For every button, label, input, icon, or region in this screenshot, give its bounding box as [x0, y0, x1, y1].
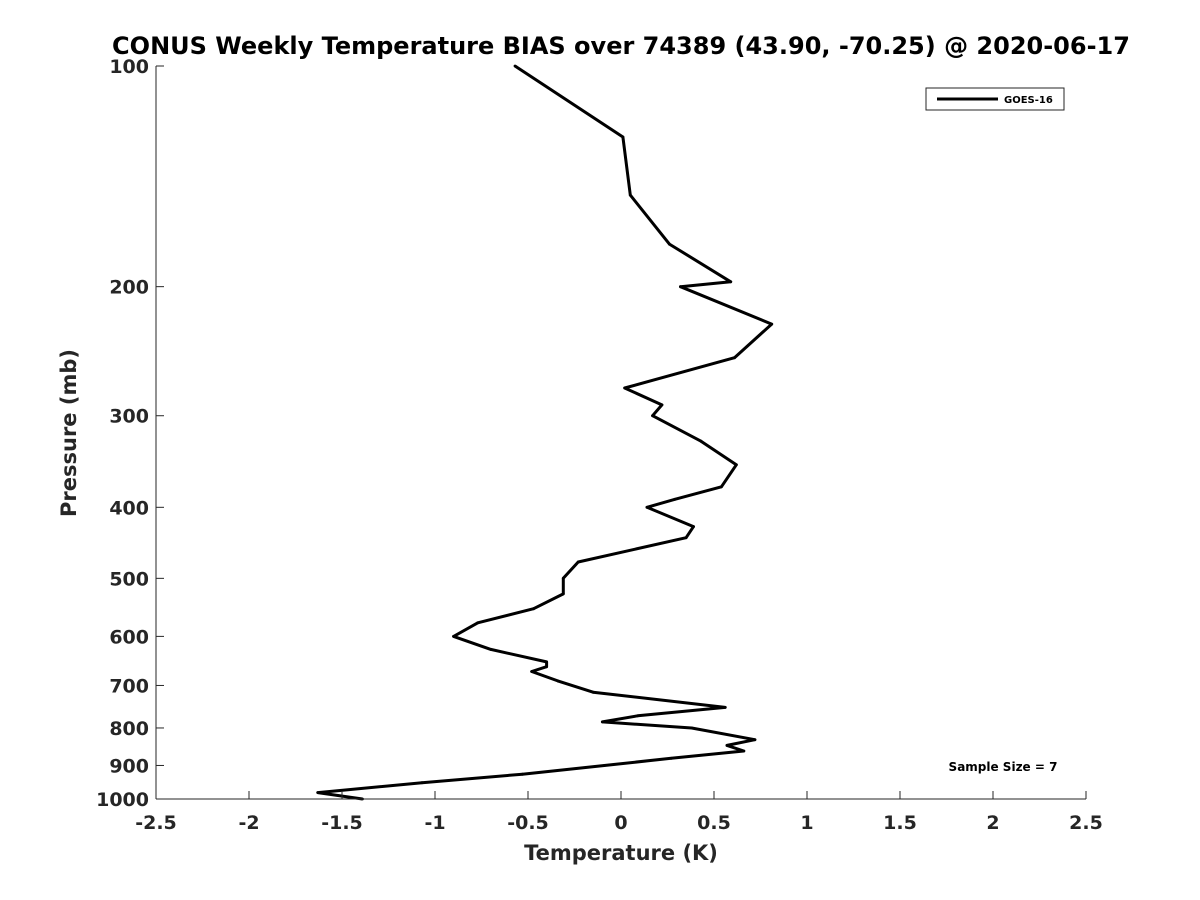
data-point	[742, 749, 746, 753]
y-tick-label: 600	[109, 626, 149, 648]
data-point	[628, 193, 632, 197]
x-axis-label: Temperature (K)	[524, 841, 718, 865]
data-point	[602, 764, 606, 767]
data-point	[636, 714, 640, 718]
series-line-goes-16	[316, 64, 774, 801]
data-point	[733, 356, 736, 360]
data-point	[725, 744, 729, 747]
y-tick-label: 200	[109, 277, 149, 299]
data-point	[723, 706, 727, 709]
legend: GOES-16	[925, 87, 1065, 111]
data-point	[489, 648, 493, 651]
data-point	[545, 665, 548, 669]
x-tick-label: 0	[614, 812, 627, 834]
y-tick-label: 700	[109, 675, 149, 697]
y-axis-label: Pressure (mb)	[57, 349, 81, 517]
x-tick-label: -1	[424, 812, 445, 834]
data-point	[532, 607, 535, 611]
x-tick-label: 2	[986, 812, 999, 834]
data-point	[668, 242, 671, 246]
data-point	[521, 772, 524, 776]
data-point	[576, 560, 580, 564]
data-point	[673, 497, 677, 501]
x-tick-label: 0.5	[697, 812, 731, 834]
data-point	[601, 720, 604, 724]
data-point	[692, 525, 695, 528]
data-point	[720, 485, 723, 489]
data-point	[690, 726, 694, 730]
data-point	[734, 463, 738, 467]
data-point	[420, 781, 424, 785]
data-point	[684, 536, 688, 540]
data-point	[660, 403, 664, 407]
x-tick-label: 2.5	[1069, 812, 1103, 834]
y-tick-label: 300	[109, 406, 149, 428]
y-tick-label: 400	[109, 497, 149, 519]
data-point	[770, 322, 774, 326]
x-tick-label: -1.5	[321, 812, 363, 834]
x-tick-label: 1.5	[883, 812, 917, 834]
sample-size-annotation: Sample Size = 7	[949, 760, 1058, 774]
data-point	[753, 738, 757, 742]
data-point	[556, 679, 560, 683]
y-tick-label: 1000	[96, 789, 149, 811]
data-point	[679, 285, 682, 289]
data-point	[623, 386, 627, 390]
y-tick-label: 100	[109, 56, 149, 78]
data-point	[651, 414, 654, 418]
x-tick-label: -0.5	[507, 812, 549, 834]
data-point	[513, 64, 517, 68]
data-point	[316, 791, 320, 794]
data-point	[545, 660, 548, 664]
data-point	[729, 280, 733, 284]
chart-title: CONUS Weekly Temperature BIAS over 74389…	[112, 32, 1130, 60]
data-point	[561, 576, 565, 580]
data-point	[645, 505, 649, 509]
legend-series-label: GOES-16	[1004, 95, 1053, 106]
y-tick-label: 900	[109, 755, 149, 777]
data-point	[591, 690, 595, 694]
x-tick-label: -2	[238, 812, 259, 834]
data-point	[476, 621, 480, 625]
y-tick-label: 500	[109, 568, 149, 590]
data-point	[621, 135, 625, 139]
data-point	[699, 439, 703, 443]
x-tick-label: -2.5	[135, 812, 177, 834]
data-point	[452, 635, 455, 638]
x-tick-label: 1	[800, 812, 813, 834]
data-point	[561, 592, 565, 596]
data-point	[530, 670, 534, 673]
data-point	[669, 756, 673, 760]
y-tick-label: 800	[109, 718, 149, 740]
